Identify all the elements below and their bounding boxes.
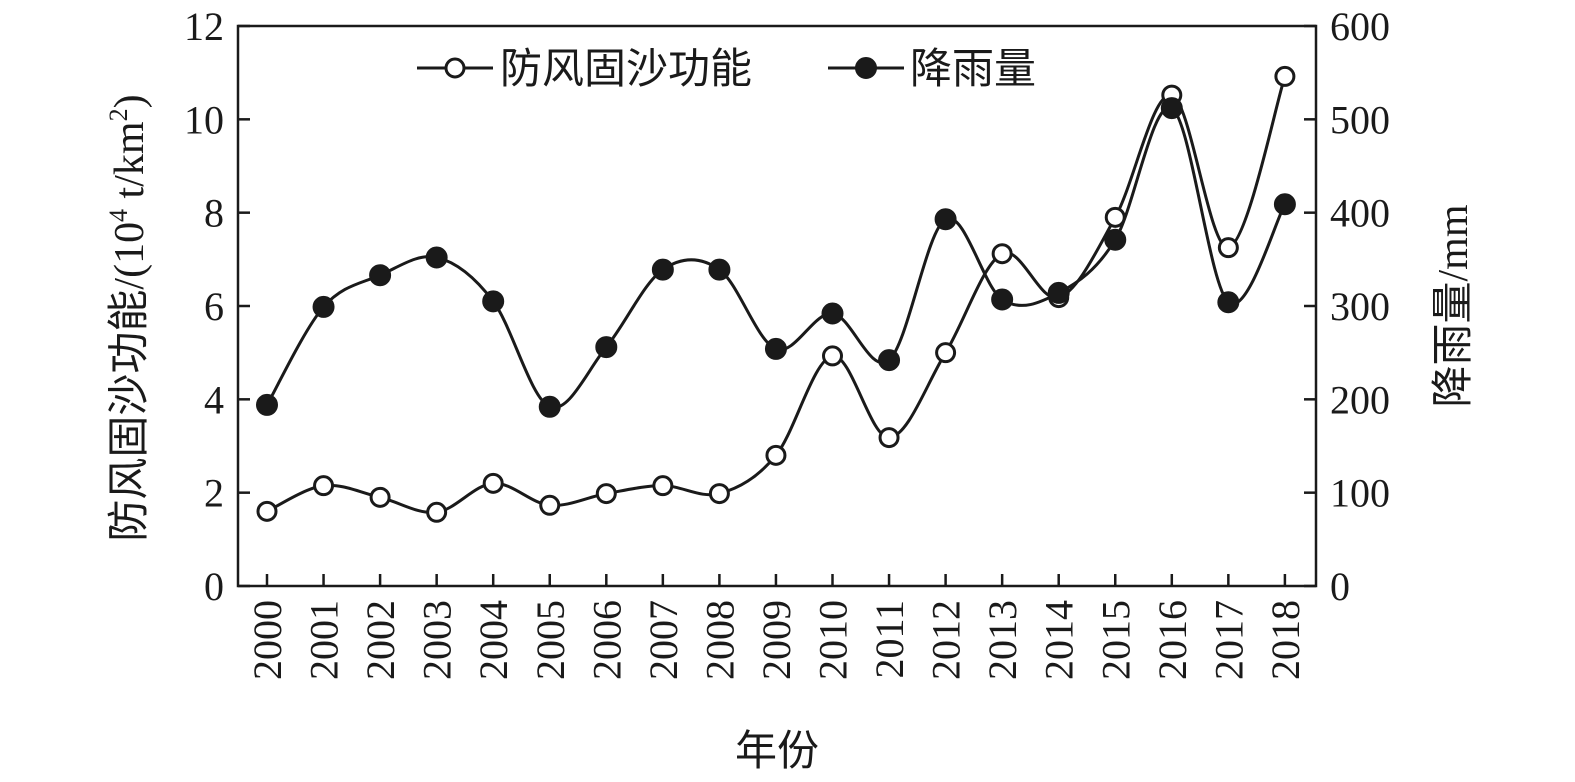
data-point-sand-fixation	[482, 472, 504, 494]
x-tick-label: 2017	[1206, 600, 1251, 680]
left-y-tick-label: 6	[204, 284, 224, 329]
x-tick-label: 2004	[471, 600, 516, 680]
data-point-rainfall	[1273, 193, 1296, 216]
data-point-sand-fixation	[539, 494, 561, 516]
data-point-sand-fixation	[1217, 237, 1239, 259]
data-point-sand-fixation	[822, 345, 843, 367]
right-y-tick-label: 600	[1330, 4, 1390, 49]
left-y-axis: 0 2 4 6 8 10 12	[184, 4, 250, 609]
left-y-axis-title: 防风固沙功能/(104 t/km2)	[104, 94, 153, 541]
x-tick-label: 2009	[754, 600, 799, 680]
x-tick-label: 2000	[245, 600, 290, 680]
legend-label-sand-fixation: 防风固沙功能	[500, 47, 752, 93]
left-y-tick-label: 4	[204, 377, 224, 422]
data-point-rainfall	[312, 295, 335, 318]
legend-item-sand-fixation: 防风固沙功能	[417, 47, 752, 93]
data-point-rainfall	[651, 258, 674, 281]
data-point-sand-fixation	[595, 483, 617, 505]
x-tick-label: 2001	[302, 600, 347, 680]
data-point-rainfall	[1217, 291, 1240, 314]
data-point-rainfall	[482, 290, 505, 313]
legend-item-rainfall: 降雨量	[828, 47, 1036, 93]
right-y-tick-label: 300	[1330, 284, 1390, 329]
left-y-tick-label: 10	[184, 97, 224, 142]
legend-marker-open-circle	[444, 57, 466, 79]
x-tick-label: 2014	[1037, 600, 1082, 680]
x-tick-label: 2007	[641, 600, 686, 680]
x-tick-label: 2013	[980, 600, 1025, 680]
left-y-tick-label: 2	[204, 471, 224, 516]
x-tick-label: 2018	[1263, 600, 1308, 680]
x-tick-label: 2010	[811, 600, 856, 680]
data-point-rainfall	[538, 395, 561, 418]
right-y-axis-title: 降雨量/mm	[1431, 204, 1477, 407]
right-y-tick-label: 500	[1330, 97, 1390, 142]
data-point-rainfall	[369, 264, 392, 287]
left-y-tick-label: 0	[204, 564, 224, 609]
x-axis-title: 年份	[735, 728, 819, 775]
data-point-sand-fixation	[256, 500, 278, 522]
data-point-sand-fixation	[878, 427, 900, 449]
right-y-tick-label: 0	[1330, 564, 1350, 609]
data-point-rainfall	[764, 337, 787, 360]
data-point-rainfall	[1047, 281, 1070, 304]
data-point-rainfall	[934, 208, 957, 231]
data-point-sand-fixation	[708, 483, 730, 505]
x-tick-label: 2008	[697, 600, 742, 680]
series-line-rainfall	[265, 106, 1287, 410]
data-point-sand-fixation	[991, 243, 1013, 265]
data-point-rainfall	[708, 258, 731, 281]
data-point-sand-fixation	[1274, 65, 1296, 87]
left-y-tick-label: 12	[184, 4, 224, 49]
x-tick-label: 2015	[1093, 600, 1138, 680]
data-point-rainfall	[595, 336, 618, 359]
legend-marker-filled-circle	[855, 57, 877, 79]
series-layer	[256, 65, 1296, 523]
x-tick-label: 2005	[528, 600, 573, 680]
data-point-rainfall	[1104, 228, 1127, 251]
legend-label-rainfall: 降雨量	[910, 47, 1036, 93]
data-point-rainfall	[256, 393, 278, 416]
right-y-axis: 0 100 200 300 400 500 600	[1304, 4, 1390, 609]
data-point-sand-fixation	[652, 475, 674, 497]
data-point-sand-fixation	[935, 342, 957, 364]
x-tick-label: 2002	[358, 600, 403, 680]
left-y-axis-title-end: )	[107, 94, 153, 108]
data-point-rainfall	[425, 246, 448, 269]
data-point-sand-fixation	[765, 444, 787, 466]
left-y-tick-label: 8	[204, 191, 224, 236]
right-y-tick-label: 200	[1330, 377, 1390, 422]
left-y-axis-title-mid: t/km	[107, 121, 153, 209]
data-point-rainfall	[991, 288, 1014, 311]
data-point-rainfall	[821, 302, 844, 325]
x-tick-label: 2011	[867, 600, 912, 679]
data-point-sand-fixation	[313, 475, 335, 497]
x-tick-label: 2003	[415, 600, 460, 680]
series-line-sand-fixation	[266, 75, 1287, 514]
left-y-axis-title-main: 防风固沙功能/(10	[107, 222, 153, 542]
right-y-tick-label: 400	[1330, 191, 1390, 236]
x-tick-label: 2016	[1150, 600, 1195, 680]
data-point-sand-fixation	[369, 486, 391, 508]
x-tick-label: 2006	[584, 600, 629, 680]
left-y-axis-title-sup2: 2	[104, 108, 133, 121]
legend: 防风固沙功能 降雨量	[417, 47, 1036, 93]
x-tick-label: 2012	[924, 600, 969, 680]
data-point-rainfall	[1160, 97, 1183, 120]
data-point-rainfall	[878, 349, 901, 372]
plot-frame	[236, 24, 1318, 588]
left-y-axis-title-sup1: 4	[104, 209, 133, 222]
right-y-tick-label: 100	[1330, 471, 1390, 516]
x-axis: 2000 2001 2002 2003 2004 2005 2006 2007 2008 2009…	[245, 574, 1308, 680]
data-point-sand-fixation	[426, 501, 448, 523]
